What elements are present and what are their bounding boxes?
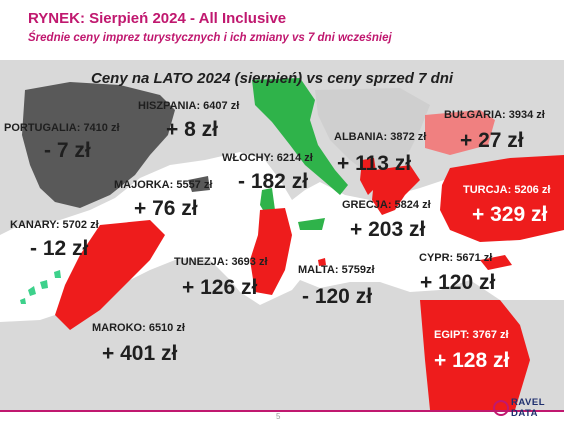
cyprus-shape xyxy=(480,255,512,270)
change-tunezja: + 126 zł xyxy=(182,276,258,299)
label-turcja: TURCJA: 5206 zł xyxy=(463,184,551,196)
greece-shape xyxy=(372,165,420,215)
tunisia-shape xyxy=(250,208,292,295)
label-bulgaria: BUŁGARIA: 3934 zł xyxy=(444,109,545,121)
label-cypr: CYPR: 5671 zł xyxy=(419,252,493,264)
change-kanary: - 12 zł xyxy=(30,237,89,260)
change-maroko: + 401 zł xyxy=(102,342,178,365)
label-portugalia: PORTUGALIA: 7410 zł xyxy=(4,122,120,134)
map xyxy=(0,60,564,410)
label-tunezja: TUNEZJA: 3693 zł xyxy=(174,256,268,268)
logo-ring-icon xyxy=(493,400,509,416)
label-grecja: GRECJA: 5824 zł xyxy=(342,199,431,211)
slide-subtitle: Średnie ceny imprez turystycznych i ich … xyxy=(28,32,392,44)
slide-title: RYNEK: Sierpień 2024 - All Inclusive xyxy=(28,10,287,27)
label-wlochy: WŁOCHY: 6214 zł xyxy=(222,152,313,164)
logo-line2: DATA xyxy=(511,408,538,419)
change-albania: + 113 zł xyxy=(337,152,412,175)
change-majorka: + 76 zł xyxy=(134,197,198,220)
label-egipt: EGIPT: 3767 zł xyxy=(434,329,509,341)
label-majorka: MAJORKA: 5557 zł xyxy=(114,179,213,191)
label-kanary: KANARY: 5702 zł xyxy=(10,219,99,231)
balkans-shape xyxy=(315,88,430,175)
change-turcja: + 329 zł xyxy=(472,203,548,226)
label-maroko: MAROKO: 6510 zł xyxy=(92,322,185,334)
change-grecja: + 203 zł xyxy=(350,218,426,241)
italy-shape xyxy=(252,78,348,195)
label-malta: MALTA: 5759zł xyxy=(298,264,375,276)
travel-data-logo: RAVEL DATA xyxy=(493,396,559,420)
iberia-shape xyxy=(22,82,175,208)
logo-line1: RAVEL xyxy=(511,397,545,408)
majorca-shape xyxy=(188,176,210,192)
label-albania: ALBANIA: 3872 zł xyxy=(334,131,427,143)
sardinia-shape xyxy=(260,188,275,215)
map-title: Ceny na LATO 2024 (sierpień) vs ceny spr… xyxy=(91,70,454,87)
map-shapes xyxy=(0,78,564,410)
change-bulgaria: + 27 zł xyxy=(460,129,524,152)
label-hiszpania: HISZPANIA: 6407 zł xyxy=(138,100,240,112)
egypt-shape xyxy=(420,300,530,410)
malta-shape xyxy=(318,258,326,266)
morocco-shape xyxy=(55,220,165,330)
change-wlochy: - 182 zł xyxy=(238,170,309,193)
canary-islands-shape xyxy=(20,270,61,304)
change-egipt: + 128 zł xyxy=(434,349,510,372)
change-portugalia: - 7 zł xyxy=(44,139,91,162)
sicily-shape xyxy=(298,218,325,230)
page-number: 5 xyxy=(276,412,281,421)
turkey-shape xyxy=(440,155,564,242)
change-malta: - 120 zł xyxy=(302,285,373,308)
footer-line xyxy=(0,410,564,412)
change-cypr: + 120 zł xyxy=(420,271,496,294)
change-hiszpania: + 8 zł xyxy=(166,118,218,141)
bulgaria-shape xyxy=(425,110,495,155)
